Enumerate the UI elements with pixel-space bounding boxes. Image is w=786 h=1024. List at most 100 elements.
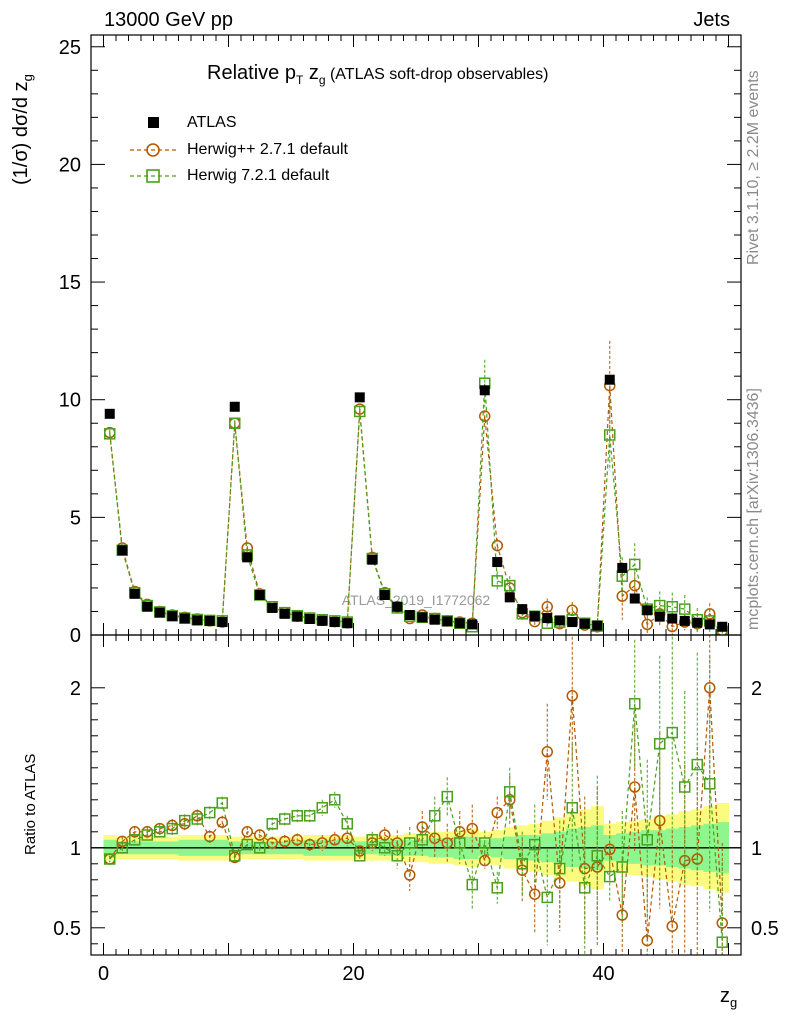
herwig7-ratio-point <box>516 858 528 870</box>
legend-marker-herwig7 <box>146 169 160 183</box>
herwigpp-ratio-point <box>654 814 666 827</box>
atlas-data-point <box>692 617 703 628</box>
atlas-data-point <box>429 614 440 625</box>
herwig7-ratio-point <box>191 813 203 825</box>
herwig7-ratio-point <box>641 834 653 846</box>
title-z: z <box>303 62 319 84</box>
atlas-data-point <box>504 592 515 603</box>
atlas-data-point <box>242 552 253 563</box>
herwigpp-ratio-point <box>304 838 316 851</box>
herwig7-ratio-point <box>329 794 341 806</box>
atlas-data-point <box>204 615 215 626</box>
herwigpp-ratio-point <box>454 826 466 838</box>
herwig7-ratio-point <box>579 882 591 894</box>
herwigpp-point <box>541 601 553 613</box>
herwig7-ratio-point <box>404 837 416 849</box>
y-axis-label-sub: g <box>20 74 35 82</box>
y-tick-label: 10 <box>59 390 81 412</box>
herwig7-ratio-point <box>129 834 141 846</box>
atlas-data-point <box>642 605 653 616</box>
atlas-data-point <box>492 557 503 568</box>
atlas-data-point <box>529 611 540 622</box>
herwig7-ratio-point <box>566 802 578 814</box>
atlas-data-point <box>292 611 303 622</box>
ratio-axis-label: Ratio to ATLAS <box>22 753 39 855</box>
atlas-data-point <box>329 617 340 628</box>
atlas-data-point <box>154 607 165 618</box>
x-axis-label-text: z <box>720 985 730 1007</box>
legend <box>130 117 178 183</box>
atlas-data-point <box>254 590 265 600</box>
herwig7-ratio-point <box>366 834 378 846</box>
herwig7-ratio-point <box>541 891 553 904</box>
herwigpp-ratio-point <box>341 832 353 844</box>
herwig7-point <box>654 599 666 612</box>
herwig7-ratio-point <box>679 781 691 793</box>
atlas-data-point <box>104 408 115 419</box>
herwig7-ratio-point <box>354 850 366 862</box>
atlas-data-point <box>517 604 528 615</box>
herwig7-ratio-point <box>379 842 391 854</box>
herwig7-ratio-point <box>529 838 541 851</box>
legend-label-herwig7: Herwig 7.2.1 default <box>187 167 330 184</box>
atlas-data-point <box>342 618 353 629</box>
atlas-data-point <box>317 615 328 626</box>
herwigpp-point <box>479 410 491 422</box>
atlas-data-point <box>479 385 490 396</box>
herwig7-ratio-point <box>179 814 191 827</box>
herwig7-ratio-point <box>316 802 328 814</box>
herwig7-ratio-point <box>441 790 453 803</box>
atlas-data-point <box>267 602 278 613</box>
main-plot-series <box>104 340 728 635</box>
watermark-text: ATLAS_2019_I1772062 <box>342 592 491 608</box>
herwigpp-ratio-point <box>316 837 328 849</box>
atlas-data-point <box>192 615 203 626</box>
herwig7-ratio-point <box>616 861 628 873</box>
ratio-plot-frame <box>90 634 742 956</box>
atlas-data-point <box>629 593 640 604</box>
herwig7-ratio-point <box>291 810 303 822</box>
ratio-tick-label-right: 2 <box>751 678 762 700</box>
atlas-data-point <box>604 374 615 385</box>
header-left: 13000 GeV pp <box>104 9 233 31</box>
title-sub-g: g <box>318 73 326 87</box>
herwig7-point <box>104 428 116 440</box>
atlas-data-point <box>279 608 290 619</box>
herwigpp-ratio-point <box>629 781 641 793</box>
watermark: ATLAS_2019_I1772062 <box>342 592 491 608</box>
herwig7-point <box>491 575 503 587</box>
herwig7-ratio-line <box>109 703 723 943</box>
atlas-data-point <box>379 590 390 600</box>
title-main: Relative p <box>207 62 296 84</box>
herwig7-ratio-point <box>154 826 166 838</box>
herwig7-ratio-point <box>266 818 278 830</box>
herwig7-ratio-point <box>166 822 178 835</box>
herwig7-point <box>629 558 641 571</box>
herwig7-ratio-point <box>491 882 503 894</box>
atlas-data-point <box>704 619 715 630</box>
herwigpp-ratio-point <box>329 834 341 846</box>
herwig7-point <box>354 405 366 418</box>
y-axis-label: (1/σ) dσ/d zg <box>10 74 35 185</box>
mcplots-text: mcplots.cern.ch [arXiv:1306.3436] <box>745 388 762 630</box>
y-axis-label-text: (1/σ) dσ/d z <box>10 81 32 185</box>
atlas-data-point <box>404 610 415 620</box>
herwig7-ratio-point <box>304 810 316 822</box>
herwigpp-ratio-point <box>466 822 478 835</box>
axes: 0 20 40 0 5 10 15 20 25 0.5 0.5 1 1 2 2 <box>53 35 779 985</box>
title-suffix: (ATLAS soft-drop observables) <box>325 66 549 83</box>
herwigpp-ratio-point <box>416 821 428 833</box>
atlas-data-point <box>542 613 553 624</box>
herwigpp-ratio-point <box>516 864 528 876</box>
atlas-data-point <box>354 392 365 403</box>
herwig7-ratio-point <box>141 829 153 841</box>
herwigpp-ratio-point <box>279 835 291 848</box>
atlas-data-point <box>304 614 315 624</box>
herwig7-ratio-point <box>704 778 716 790</box>
herwig7-ratio-point <box>716 936 728 948</box>
atlas-data-point <box>129 588 140 599</box>
ratio-tick-label-left: 2 <box>70 678 81 700</box>
herwigpp-ratio-point <box>679 854 691 867</box>
atlas-data-point <box>617 562 628 573</box>
